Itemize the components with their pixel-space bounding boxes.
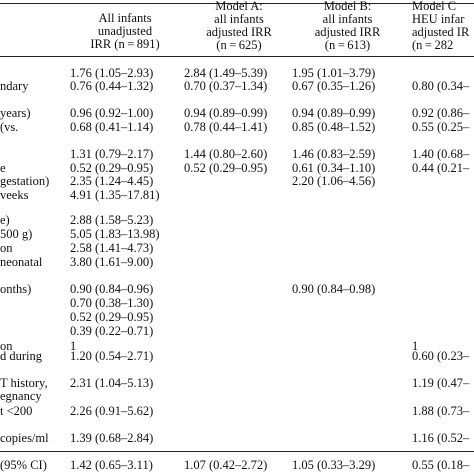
table-cell: 2.88 (1.58–5.23) [70,213,154,227]
table-cell: 1.19 (0.47– [412,376,470,390]
table-cell: 2.84 (1.49–5.39) [184,66,268,80]
table-cell: 0.96 (0.92–1.00) [70,106,154,120]
table-cell: 2.58 (1.41–4.73) [70,241,154,255]
table-cell: 0.52 (0.29–0.95) [70,310,154,324]
table-cell: 1.20 (0.54–2.71) [70,349,154,363]
header-col-model-c: Model C HEU infar adjusted IR (n = 282 [412,0,470,52]
row-label: on [0,241,13,255]
table-cell: 0.85 (0.48–1.52) [292,120,376,134]
table-cell: 1.05 (0.33–3.29) [292,458,376,472]
row-label: copies/ml [0,431,49,445]
table-cell: 0.52 (0.29–0.95) [184,161,268,175]
row-label: (95% CI) [0,458,47,472]
table-cell: 0.80 (0.34– [412,79,470,93]
table-cell: 1.40 (0.68– [412,147,470,161]
table-cell: 3.80 (1.61–9.00) [70,255,154,269]
table-cell: 0.68 (0.41–1.14) [70,120,154,134]
table-cell: 0.92 (0.86– [412,106,470,120]
table-cell: 1.46 (0.83–2.59) [292,147,376,161]
table-cell: 1.76 (1.05–2.93) [70,66,154,80]
table-cell: 1 [70,339,77,353]
header-col-model-a: Model A: all infants adjusted IRR (n = 6… [206,0,272,52]
table-cell: 5.05 (1.83–13.98) [70,227,160,241]
table-cell: 2.26 (0.91–5.62) [70,404,154,418]
table-cell: 0.78 (0.44–1.41) [184,120,268,134]
header-rule [0,56,474,57]
table-cell: 0.55 (0.25– [412,120,470,134]
row-label: years) [0,106,31,120]
table-cell: 0.67 (0.35–1.26) [292,79,376,93]
table-cell: 1 [412,339,419,353]
row-label: neonatal [0,255,43,269]
row-label: T history, [0,376,48,390]
table-cell: 0.70 (0.37–1.34) [184,79,268,93]
row-label: veeks [0,188,29,202]
table-cell: 0.76 (0.44–1.32) [70,79,154,93]
table-cell: 0.94 (0.89–0.99) [184,106,268,120]
table-cell: 1.95 (1.01–3.79) [292,66,376,80]
top-rule [0,3,474,4]
table-cell: 0.52 (0.29–0.95) [70,161,154,175]
table-cell: 0.90 (0.84–0.98) [292,282,376,296]
table-cell: 2.35 (1.24–4.45) [70,174,154,188]
row-label: egnancy [0,389,42,403]
table-cell: 1.44 (0.80–2.60) [184,147,268,161]
table-cell: 1.39 (0.68–2.84) [70,431,154,445]
table-cell: 2.31 (1.04–5.13) [70,376,154,390]
row-label: t <200 [0,404,33,418]
table-cell: 0.61 (0.34–1.10) [292,161,376,175]
table-cell: 0.94 (0.89–0.99) [292,106,376,120]
table-cell: 4.91 (1.35–17.81) [70,188,160,202]
row-label: e) [0,213,10,227]
row-label: ndary [0,79,29,93]
table-cell: 1.88 (0.73– [412,404,470,418]
table-cell: 1.42 (0.65–3.11) [70,458,153,472]
table-cell: 2.20 (1.06–4.56) [292,174,376,188]
total-rule [0,451,474,452]
row-label: on [0,339,13,353]
table-cell: 1.16 (0.52– [412,431,470,445]
table-cell: 1.31 (0.79–2.17) [70,147,154,161]
header-col-unadjusted: All infants unadjusted IRR (n = 891) [90,11,160,51]
table-cell: 0.39 (0.22–0.71) [70,324,154,338]
row-label: d during [0,349,43,363]
row-label: gestation) [0,174,50,188]
row-label: (vs. [0,120,19,134]
table-cell: 0.60 (0.23– [412,349,470,363]
row-label: e [0,161,6,175]
header-col-model-b: Model B: all infants adjusted IRR (n = 6… [314,0,381,52]
table-cell: 0.44 (0.21– [412,161,470,175]
table-cell: 1.07 (0.42–2.72) [184,458,268,472]
row-label: onths) [0,282,32,296]
table-cell: 0.90 (0.84–0.96) [70,282,154,296]
row-label: 500 g) [0,227,33,241]
table-cell: 0.70 (0.38–1.30) [70,296,154,310]
table-cell: 0.55 (0.18– [412,458,470,472]
